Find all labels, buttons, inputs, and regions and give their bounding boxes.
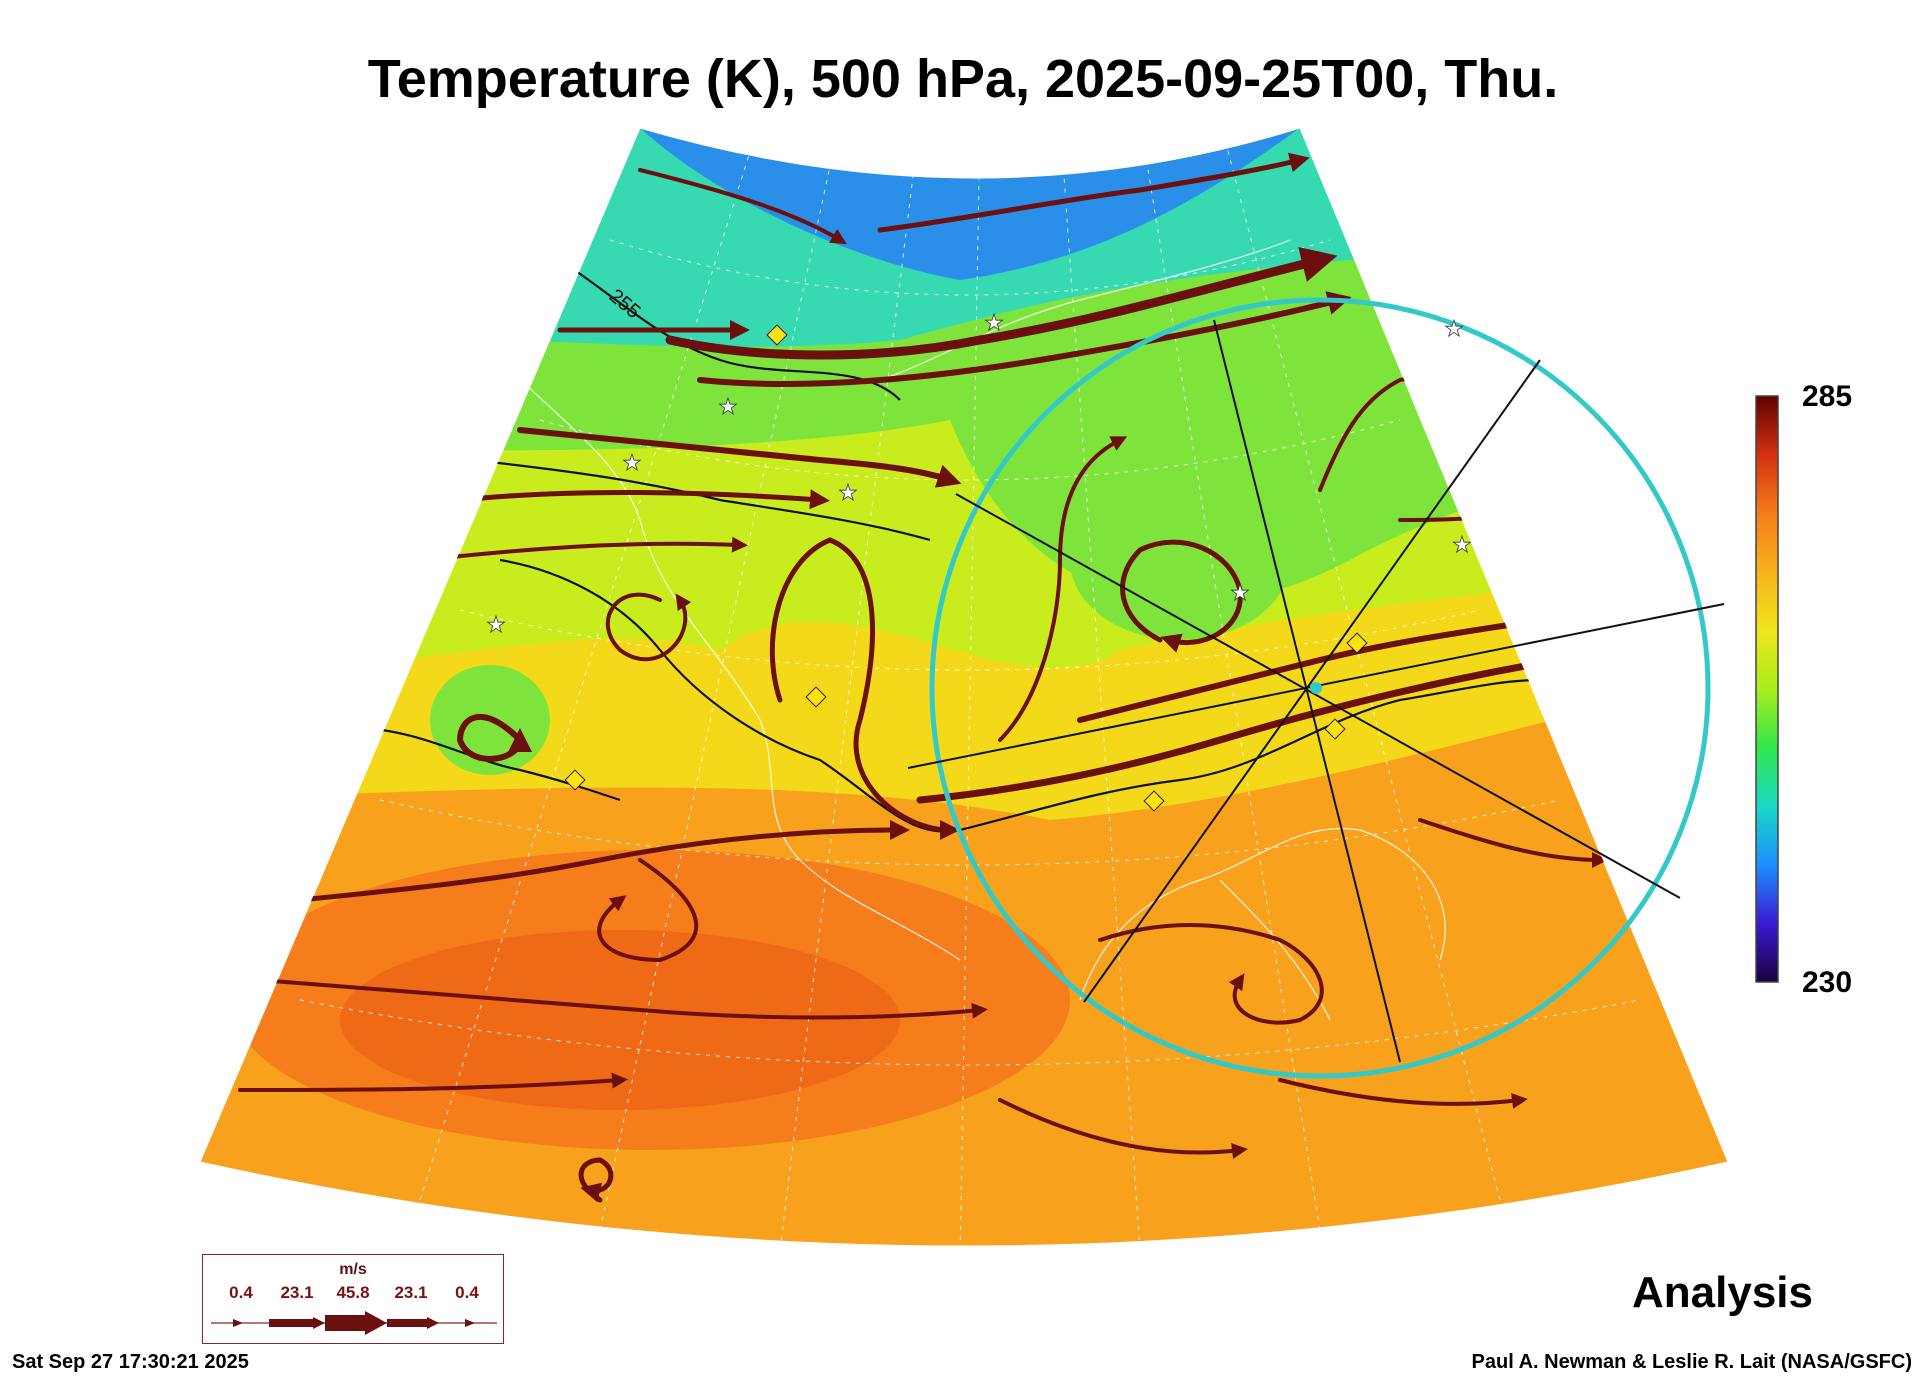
- colorbar: [1755, 395, 1779, 983]
- streamline: [297, 820, 910, 903]
- wind-arrow-medium: [387, 1319, 427, 1327]
- wind-value: 0.4: [229, 1283, 253, 1302]
- meridian: [959, 128, 981, 1246]
- field-green-vortex: [1070, 480, 1290, 640]
- streamlines: [238, 152, 1608, 1203]
- markers: ★ ★ ★ ★ ★ ★ ★ ★: [486, 310, 1473, 812]
- parallel: [459, 609, 1481, 671]
- field-hot-west: [340, 930, 900, 1110]
- streamline: [1278, 1078, 1528, 1109]
- diamond-marker[interactable]: [766, 324, 788, 346]
- diamond-marker[interactable]: [564, 769, 586, 791]
- streamline: [418, 536, 748, 562]
- streamline-vortex: [597, 858, 699, 963]
- contour-line: [359, 726, 621, 802]
- wind-arrow-medium: [269, 1319, 313, 1327]
- cross-line: [1083, 359, 1541, 1003]
- wind-value: 23.1: [280, 1283, 314, 1302]
- meridian: [419, 128, 761, 1201]
- timestamp: Sat Sep 27 17:30:21 2025: [12, 1351, 249, 1373]
- wind-unit-label: m/s: [339, 1261, 367, 1278]
- graticule: [299, 128, 1641, 1246]
- streamline: [697, 291, 1352, 387]
- parallel: [299, 999, 1641, 1066]
- cross-line: [955, 493, 1681, 899]
- streamline: [916, 648, 1574, 804]
- target-center[interactable]: [1310, 682, 1322, 694]
- map-outline: [199, 127, 1729, 1247]
- streamline-vortex: [1120, 539, 1243, 653]
- star-marker[interactable]: ★: [984, 310, 1005, 336]
- parallel: [379, 799, 1561, 866]
- parallel: [539, 419, 1401, 481]
- star-marker[interactable]: ★: [838, 480, 859, 506]
- star-marker[interactable]: ★: [622, 450, 643, 476]
- coastline: [499, 359, 961, 961]
- streamline: [665, 246, 1338, 360]
- wind-arrow-medium-head: [313, 1317, 325, 1329]
- diamond-marker[interactable]: [1324, 718, 1346, 740]
- wind-arrow-large-head: [365, 1311, 387, 1335]
- coastline: [879, 239, 1291, 381]
- streamline: [457, 489, 830, 510]
- streamline: [769, 537, 960, 840]
- colorbar-min-label: 230: [1802, 966, 1853, 999]
- streamline: [1077, 610, 1552, 723]
- wind-arrow-large: [325, 1315, 365, 1331]
- diamond-marker[interactable]: [1346, 632, 1368, 654]
- streamline: [1418, 818, 1608, 868]
- streamline: [238, 1072, 628, 1092]
- target-ring[interactable]: [929, 297, 1711, 1079]
- wind-arrow-medium-head: [427, 1317, 439, 1329]
- star-marker[interactable]: ★: [486, 612, 507, 638]
- analysis-label: Analysis: [1632, 1268, 1813, 1317]
- credit-line: Paul A. Newman & Leslie R. Lait (NASA/GS…: [1471, 1351, 1912, 1373]
- contour-line: [559, 259, 901, 401]
- streamline-vortex: [578, 1157, 614, 1203]
- wind-arrow-small: [233, 1319, 243, 1327]
- chart-title: Temperature (K), 500 hPa, 2025-09-25T00,…: [367, 49, 1559, 109]
- wind-arrow-small: [465, 1319, 475, 1327]
- wind-arrows: [211, 1311, 497, 1335]
- parallel: [609, 239, 1331, 296]
- diamond-marker[interactable]: [1143, 790, 1165, 812]
- wind-value: 0.4: [455, 1283, 479, 1302]
- trajectory-overlay: [907, 297, 1725, 1079]
- contour-line: [489, 460, 931, 542]
- streamline-vortex: [1098, 923, 1324, 1025]
- wind-value: 23.1: [394, 1283, 428, 1302]
- star-marker[interactable]: ★: [1444, 316, 1465, 342]
- meridian: [1139, 128, 1321, 1231]
- streamline: [638, 168, 847, 245]
- streamline: [517, 427, 962, 488]
- wind-speed-legend: m/s 0.4 23.1 45.8 23.1 0.4: [202, 1254, 504, 1344]
- temperature-field: [200, 128, 1728, 1246]
- streamline-vortex: [605, 592, 692, 662]
- streamline-vortex: [456, 714, 532, 762]
- streamline: [998, 436, 1128, 742]
- streamline: [998, 1098, 1248, 1159]
- star-marker[interactable]: ★: [718, 394, 739, 420]
- streamline: [258, 978, 988, 1020]
- diamond-marker[interactable]: [805, 686, 827, 708]
- colorbar-max-label: 285: [1802, 380, 1853, 413]
- star-marker[interactable]: ★: [1230, 580, 1251, 606]
- star-marker[interactable]: ★: [1452, 532, 1473, 558]
- coastline: [1079, 827, 1446, 1001]
- wind-value: 45.8: [336, 1283, 370, 1302]
- streamline: [877, 152, 1310, 233]
